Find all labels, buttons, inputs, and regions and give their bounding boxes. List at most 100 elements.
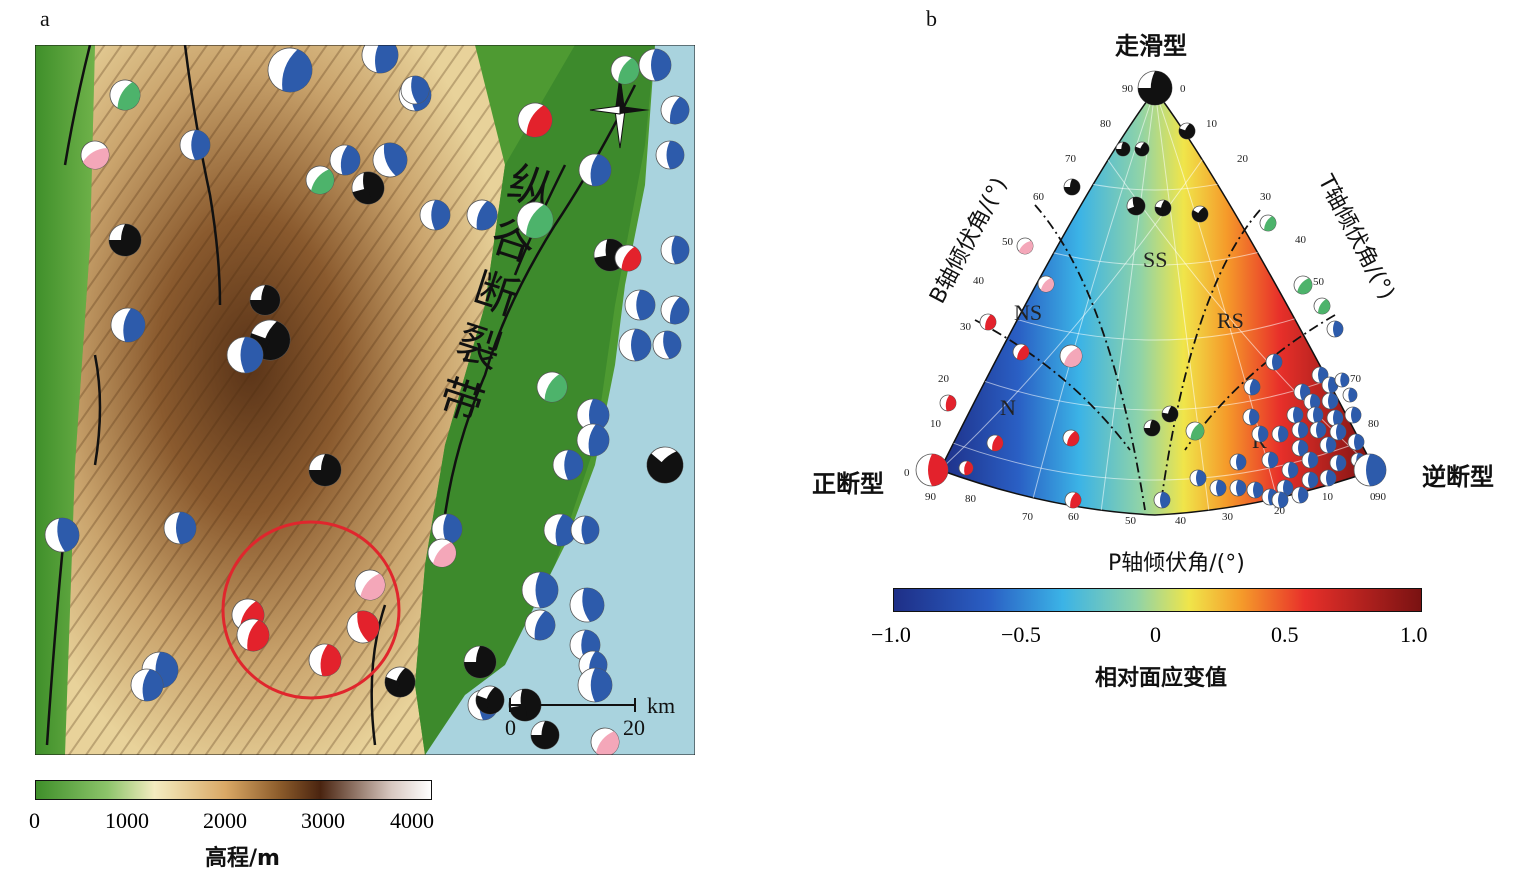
focal-mechanism-icon <box>1353 453 1387 487</box>
scale-bar: 0 20 km <box>505 693 675 740</box>
focal-mechanism-icon <box>1265 353 1283 371</box>
focal-mechanism-icon <box>1271 425 1289 443</box>
focal-mechanism-icon <box>1286 406 1304 424</box>
focal-mechanism-icon <box>1321 392 1339 410</box>
focal-mechanism-icon <box>308 453 342 487</box>
region-n: N <box>1000 395 1016 420</box>
focal-mechanism-icon <box>660 295 690 325</box>
focal-mechanism-icon <box>638 48 672 82</box>
focal-mechanism-icon <box>110 307 146 343</box>
focal-mechanism-icon <box>351 171 385 205</box>
strain-tick: 0.5 <box>1271 622 1299 647</box>
scale-bar-end: 20 <box>623 715 645 740</box>
compass-rose-icon <box>589 72 650 149</box>
focal-mechanism-icon <box>108 223 142 257</box>
p-axis-tick: 60 <box>1068 511 1080 523</box>
focal-mechanism-icon <box>655 140 685 170</box>
ternary-ticks: 0102030405060708090010203040506070809090… <box>904 83 1387 527</box>
strain-colorbar-title: 相对面应变值 <box>1095 666 1228 691</box>
focal-mechanism-icon <box>1178 122 1196 140</box>
focal-mechanism-icon <box>1251 425 1269 443</box>
elevation-tick: 0 <box>29 808 40 833</box>
focal-mechanism-icon <box>44 517 80 553</box>
focal-mechanism-icon <box>267 47 313 93</box>
focal-mechanism-icon <box>578 153 612 187</box>
focal-mechanism-icon <box>1242 408 1260 426</box>
focal-mechanism-icon <box>1329 454 1347 472</box>
focal-mechanism-icon <box>1059 344 1083 368</box>
b-axis-tick: 70 <box>1065 153 1077 165</box>
focal-mechanism-icon <box>652 330 682 360</box>
focal-mechanism-icon <box>610 55 640 85</box>
focal-mechanism-icon <box>516 201 554 239</box>
focal-mechanism-icon <box>163 511 197 545</box>
focal-mechanism-icon <box>1334 372 1350 388</box>
focal-mechanism-icon <box>372 142 408 178</box>
focal-mechanism-icon <box>1134 141 1150 157</box>
west-lowland <box>35 45 95 755</box>
focal-mechanism-icon <box>475 685 505 715</box>
focal-mechanism-icon <box>1293 275 1313 295</box>
focal-mechanism-icon <box>1243 378 1261 396</box>
focal-mechanism-icon <box>1063 178 1081 196</box>
focal-mechanism-icon <box>236 618 270 652</box>
region-ss: SS <box>1143 247 1167 272</box>
fault-line <box>93 354 102 466</box>
focal-mechanism-icon <box>979 313 997 331</box>
fault-line <box>63 45 92 166</box>
focal-mechanism-icon <box>1153 491 1171 509</box>
focal-mechanism-icon <box>1319 436 1337 454</box>
b-axis-tick: 50 <box>1002 236 1014 248</box>
focal-mechanism-icon <box>1064 491 1082 509</box>
focal-mechanism-icon <box>1012 343 1030 361</box>
focal-mechanism-icon <box>1342 387 1358 403</box>
highlight-circle <box>221 520 401 700</box>
b-axis-tick: 40 <box>973 275 985 287</box>
focal-mechanism-icon <box>986 434 1004 452</box>
focal-mechanism-icon <box>618 328 652 362</box>
focal-mechanism-icon <box>1137 70 1173 106</box>
focal-mechanism-icon <box>1326 320 1344 338</box>
t-axis-tick: 50 <box>1313 276 1325 288</box>
focal-mechanism-icon <box>1209 479 1227 497</box>
t-axis-tick: 40 <box>1295 234 1307 246</box>
b-axis-tick: 0 <box>904 467 910 479</box>
elevation-tick: 3000 <box>301 808 345 833</box>
focal-mechanism-icon <box>660 235 690 265</box>
ss-boundary-right <box>1159 209 1261 511</box>
p-axis-tick: 70 <box>1022 511 1034 523</box>
focal-mechanism-icon <box>1301 451 1319 469</box>
focal-mechanism-icon <box>1161 405 1179 423</box>
panel-a-label: a <box>40 6 50 31</box>
focal-mechanism-icon <box>1246 481 1264 499</box>
focal-mechanisms <box>44 45 690 755</box>
focal-mechanism-icon <box>521 571 559 609</box>
focal-mechanism-icon <box>624 289 656 321</box>
focal-mechanism-icon <box>939 394 957 412</box>
focal-mechanism-icon <box>1115 141 1131 157</box>
p-axis-tick: 30 <box>1222 511 1234 523</box>
corner-thrust: 逆断型 <box>1422 463 1494 491</box>
focal-mechanism-icon <box>646 446 684 484</box>
strain-tick: 0 <box>1150 622 1161 647</box>
right-axis-title: T轴倾伏角/(°) <box>1312 170 1399 304</box>
fault-line <box>370 604 387 746</box>
focal-mechanism-icon <box>958 460 974 476</box>
t-axis-tick: 30 <box>1260 191 1272 203</box>
focal-mechanism-icon <box>1291 486 1309 504</box>
focal-mechanism-icon <box>1261 451 1279 469</box>
t-axis-tick: 0 <box>1180 83 1186 95</box>
rs-boundary <box>1184 314 1336 451</box>
focal-mechanism-icon <box>530 720 560 750</box>
b-axis-tick: 60 <box>1033 191 1045 203</box>
focal-mechanism-icon <box>543 513 577 547</box>
focal-mechanism-icon <box>1062 429 1080 447</box>
scale-bar-unit: km <box>647 693 675 718</box>
focal-mechanism-icon <box>577 667 613 703</box>
focal-mechanism-icon <box>400 75 430 105</box>
focal-mechanism-icon <box>346 610 380 644</box>
focal-mechanism-icon <box>915 453 949 487</box>
focal-mechanism-icon <box>1143 419 1161 437</box>
focal-mechanism-icon <box>552 449 584 481</box>
elevation-tick: 1000 <box>105 808 149 833</box>
